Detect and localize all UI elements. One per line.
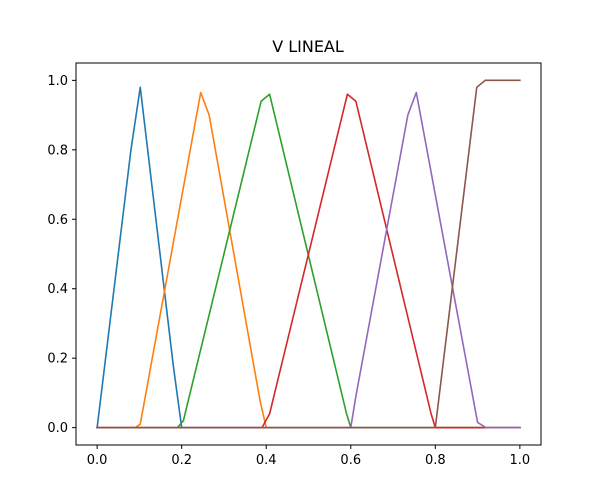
y-tick-label: 0.2 [47, 352, 68, 367]
x-tick-label: 0.6 [340, 453, 361, 468]
x-tick-label: 0.2 [171, 453, 192, 468]
y-tick-label: 0.0 [47, 421, 68, 436]
series-line-6 [96, 79, 521, 429]
series-layer [96, 79, 521, 429]
x-tick-label: 1.0 [510, 453, 531, 468]
plot-frame [75, 62, 542, 446]
chart-title: V LINEAL [272, 37, 344, 56]
series-line-3 [96, 93, 521, 429]
y-tick-label: 0.6 [47, 213, 68, 228]
series-line-5 [96, 91, 521, 429]
series-line-4 [96, 93, 521, 429]
x-tick-label: 0.4 [256, 453, 277, 468]
axes-layer: 0.0 0.2 0.4 0.6 0.8 1.0 0.0 0.2 0.4 0.6 0.8 1.0 [47, 62, 542, 468]
x-tick-label: 0.0 [87, 453, 108, 468]
x-tick-label: 0.8 [425, 453, 446, 468]
y-tick-label: 0.8 [47, 143, 68, 158]
y-tick-label: 0.4 [47, 282, 68, 297]
y-tick-label: 1.0 [47, 74, 68, 89]
